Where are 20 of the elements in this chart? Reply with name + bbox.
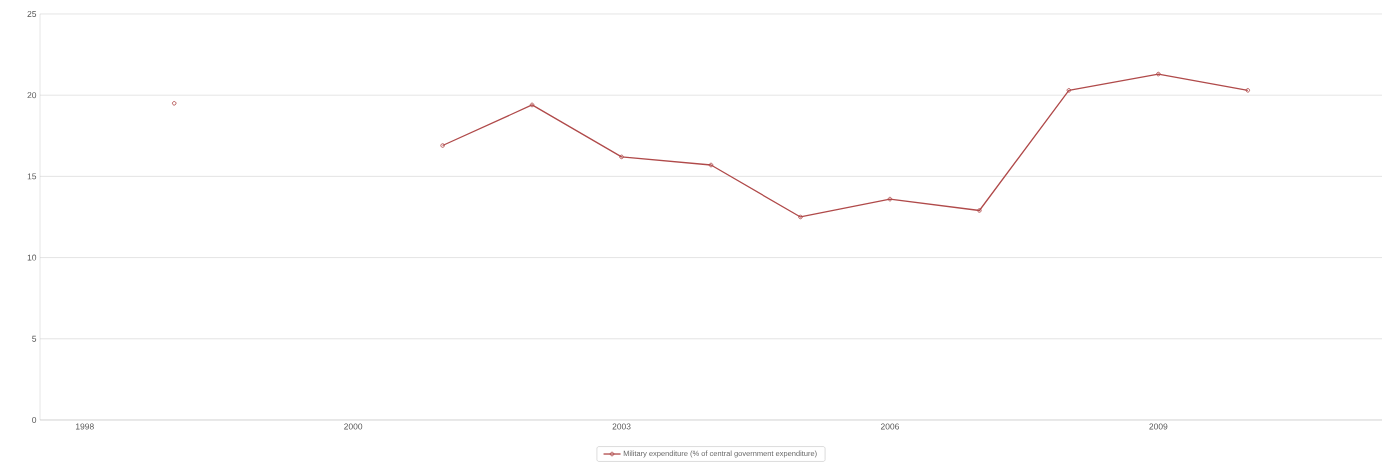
x-tick-label: 2009 <box>1149 423 1168 430</box>
y-tick-label: 25 <box>27 10 37 17</box>
y-tick-label: 0 <box>32 416 37 423</box>
point <box>1156 71 1161 77</box>
point <box>171 101 177 106</box>
y-tick-label: 15 <box>27 173 37 180</box>
y-tick-label: 10 <box>27 254 37 261</box>
y-tick-label: 5 <box>32 335 37 342</box>
x-tick-label: 2003 <box>612 423 631 430</box>
x-tick-label: 2000 <box>344 423 363 430</box>
point <box>798 214 803 220</box>
point <box>708 162 714 168</box>
y-tick-label: 20 <box>27 92 37 99</box>
point <box>1066 88 1072 93</box>
x-tick-label: 1998 <box>75 423 94 430</box>
point <box>529 102 535 108</box>
x-tick-label: 2006 <box>880 423 899 430</box>
point <box>619 154 624 160</box>
point <box>977 208 982 213</box>
point <box>887 196 893 202</box>
